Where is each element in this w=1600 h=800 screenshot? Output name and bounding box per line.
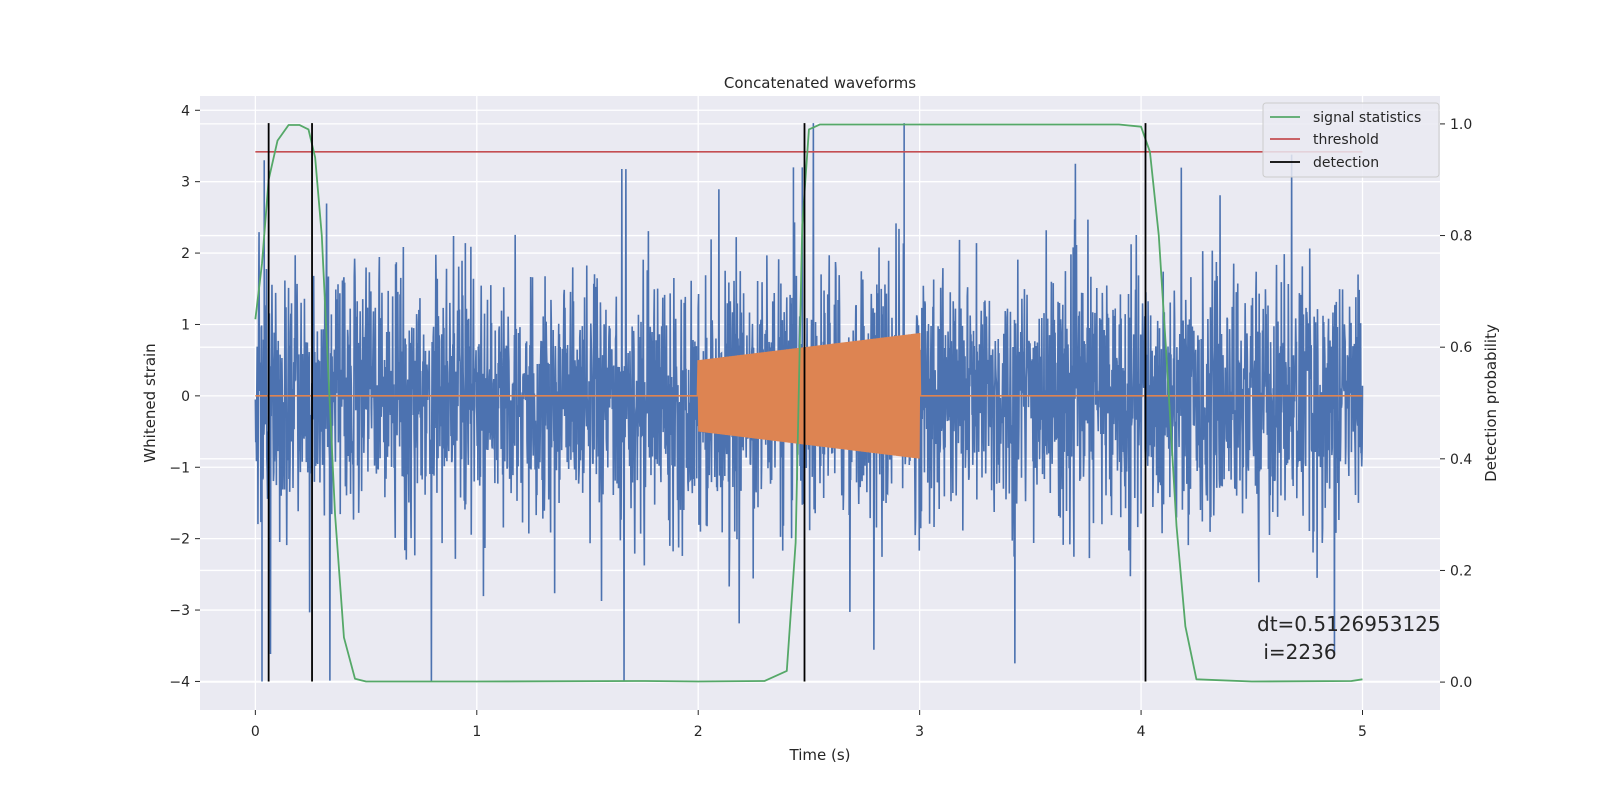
series-injected-waveform [255, 333, 1363, 459]
x-axis-label: Time (s) [789, 746, 851, 764]
y-tick-label: 4 [181, 103, 190, 119]
annotation-index: i=2236 [1257, 640, 1337, 664]
y-tick-label: −2 [169, 532, 190, 548]
y2-tick-label: 0.0 [1450, 675, 1472, 691]
x-tick-label: 1 [472, 724, 481, 740]
injected-waveform-line [255, 333, 1363, 459]
y2-tick-label: 0.8 [1450, 229, 1472, 245]
y2-tick-label: 1.0 [1450, 117, 1472, 133]
x-tick-label: 3 [915, 724, 924, 740]
y-tick-label: 2 [181, 246, 190, 262]
legend: signal statistics threshold detection [1262, 102, 1440, 178]
x-tick-label: 0 [251, 724, 260, 740]
y-tick-label: −4 [169, 674, 190, 690]
y2-tick-label: 0.6 [1450, 340, 1472, 356]
y2-tick-label: 0.2 [1450, 563, 1472, 579]
chart-title: Concatenated waveforms [724, 74, 916, 92]
y-axis-label: Whitened strain [141, 343, 159, 462]
series-probability [254, 123, 1363, 683]
y-tick-label: −3 [169, 603, 190, 619]
x-tick-label: 4 [1137, 724, 1146, 740]
y2-tick-label: 0.4 [1450, 452, 1472, 468]
y-tick-label: 1 [181, 317, 190, 333]
y-axis-right: 0.0 0.2 0.4 0.6 0.8 1.0 [1440, 117, 1472, 691]
y2-axis-label: Detection probability [1482, 324, 1500, 482]
y-axis-left: −4 −3 −2 −1 0 1 2 3 4 [169, 103, 200, 690]
x-tick-label: 2 [694, 724, 703, 740]
x-tick-label: 5 [1358, 724, 1367, 740]
y-tick-label: 3 [181, 175, 190, 191]
signal-statistics-line [254, 123, 1363, 683]
legend-label-signal-statistics: signal statistics [1313, 110, 1421, 126]
y-tick-label: 0 [181, 389, 190, 405]
annotation-dt: dt=0.5126953125 [1257, 612, 1441, 636]
x-axis: 0 1 2 3 4 5 [251, 710, 1367, 740]
legend-label-detection: detection [1313, 155, 1379, 171]
y-tick-label: −1 [169, 460, 190, 476]
legend-label-threshold: threshold [1313, 132, 1379, 148]
legend-box [1262, 102, 1440, 178]
